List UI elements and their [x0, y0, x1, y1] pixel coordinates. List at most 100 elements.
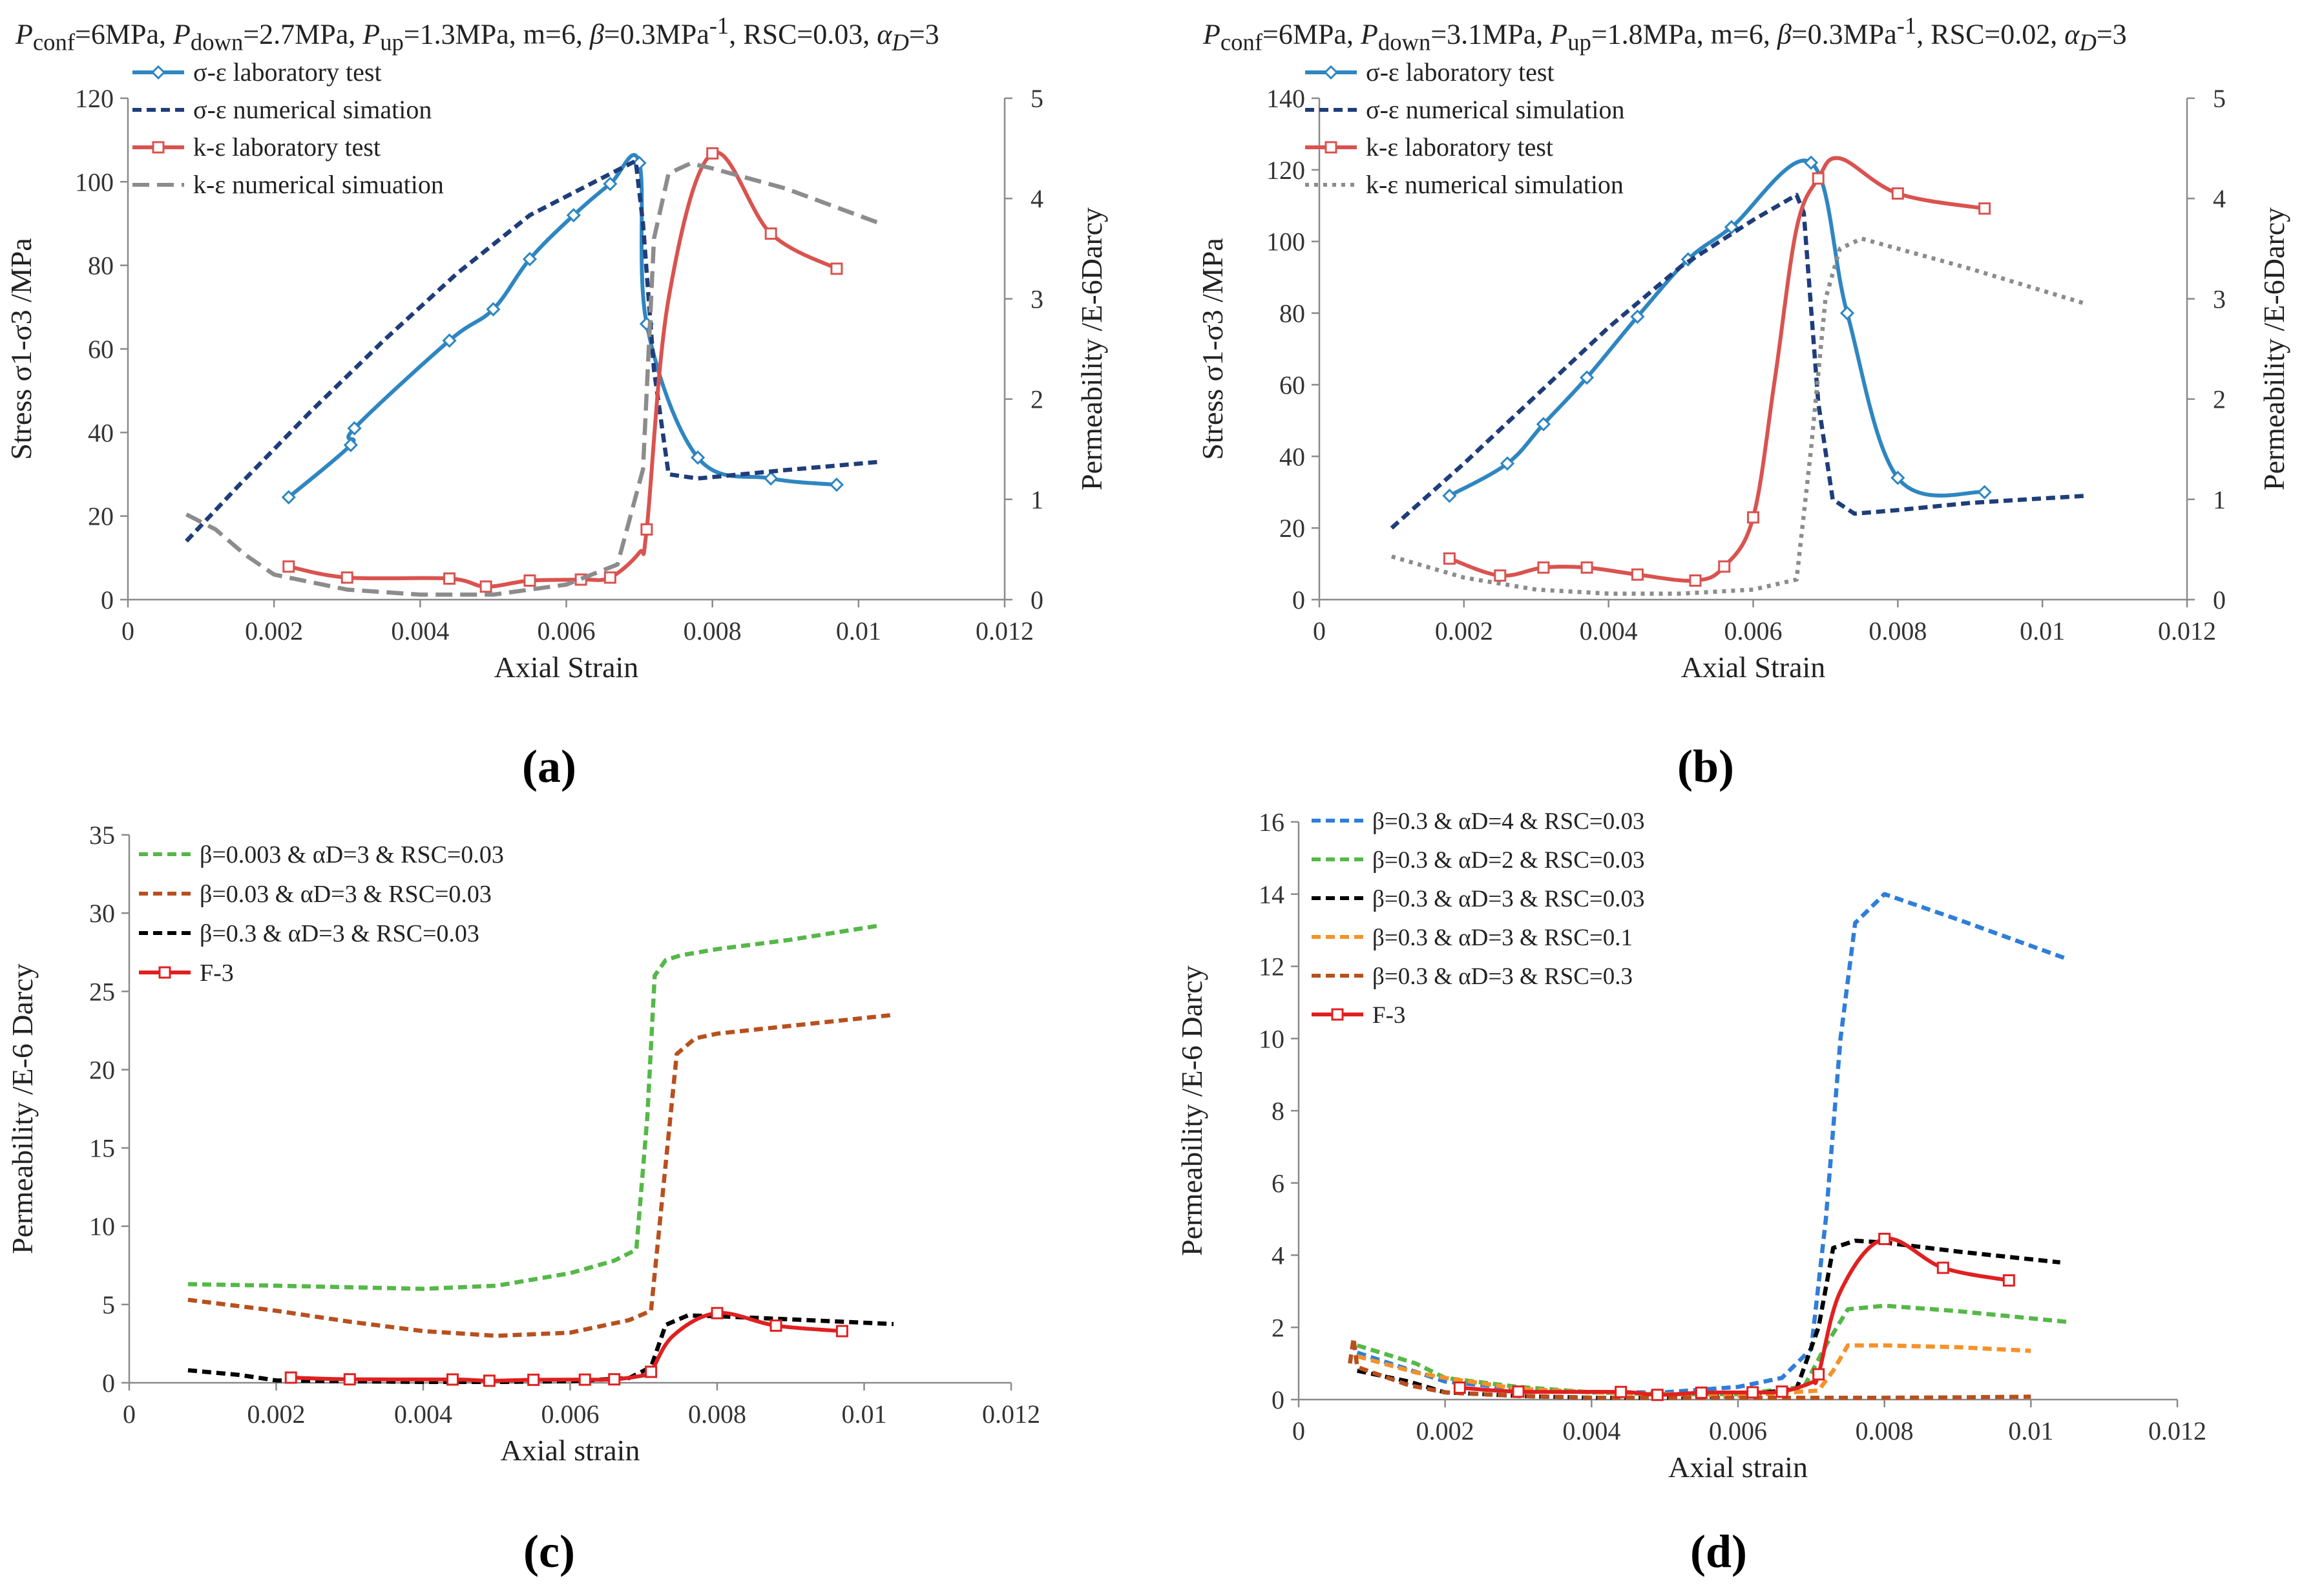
- y2-tick-label: 5: [2213, 84, 2226, 113]
- y-axis-title: Stress σ1-σ3 /MPa: [1196, 238, 1229, 460]
- y2-tick-label: 4: [2213, 184, 2226, 213]
- data-point-marker: [706, 147, 719, 160]
- y-tick-label: 30: [89, 899, 115, 928]
- x-tick-label: 0: [121, 616, 134, 646]
- legend-label-1: σ-ε numerical simation: [193, 95, 432, 124]
- data-point-marker: [527, 1373, 540, 1386]
- y-tick-label: 120: [75, 84, 114, 113]
- x-tick-label: 0: [1313, 616, 1326, 646]
- data-point-marker: [1839, 306, 1855, 320]
- data-point-marker: [483, 1374, 496, 1387]
- series-line-2: [1449, 156, 1985, 583]
- x-tick-label: 0.002: [245, 616, 303, 646]
- series-line-0: [1448, 158, 1985, 498]
- data-point-marker: [1580, 561, 1593, 574]
- data-point-marker: [1500, 456, 1515, 471]
- y-tick-label: 100: [75, 167, 114, 196]
- data-point-marker: [1878, 1232, 1891, 1245]
- data-point-marker: [764, 471, 779, 486]
- legend-label-2: β=0.3 & αD=3 & RSC=0.03: [1372, 886, 1645, 912]
- legend-label-2: k-ε laboratory test: [193, 132, 381, 162]
- y2-axis-title: Permeability /E-6Darcy: [2257, 207, 2290, 490]
- y-tick-label: 15: [89, 1134, 115, 1163]
- y2-tick-label: 2: [2213, 385, 2226, 414]
- legend-marker: [151, 65, 166, 80]
- y-tick-label: 40: [88, 418, 114, 447]
- data-point-marker: [1812, 1368, 1825, 1381]
- data-point-marker: [608, 1373, 621, 1386]
- legend-marker: [1323, 65, 1339, 80]
- caption-d: (d): [1690, 1526, 1747, 1577]
- legend-marker: [152, 141, 165, 154]
- series-line-3: [185, 161, 881, 597]
- data-point-marker: [347, 421, 362, 436]
- data-point-marker: [523, 574, 536, 587]
- chart-panel-d: 0 0.002 0.004 0.006 0.008 0.01 0.012 0 2 4 6 8 10 12 1…: [1176, 808, 2206, 1484]
- data-point-marker: [1775, 1385, 1788, 1398]
- data-point-marker: [1890, 470, 1905, 485]
- x-tick-label: 0.012: [982, 1400, 1040, 1429]
- y-tick-label: 20: [1279, 514, 1305, 543]
- data-point-marker: [566, 207, 581, 223]
- y2-tick-label: 2: [1031, 385, 1043, 414]
- data-point-marker: [1812, 172, 1825, 185]
- data-point-marker: [1631, 568, 1644, 581]
- y-axis-title: Permeability /E-6 Darcy: [1176, 965, 1208, 1256]
- x-tick-label: 0.006: [541, 1400, 600, 1429]
- series-line-1: [1390, 193, 2086, 530]
- legend-label-4: β=0.3 & αD=3 & RSC=0.3: [1372, 963, 1633, 990]
- data-point-marker: [281, 490, 296, 505]
- y2-axis-title: Permeability /E-6Darcy: [1075, 207, 1108, 490]
- y-tick-label: 4: [1272, 1241, 1284, 1270]
- data-point-marker: [830, 262, 843, 275]
- data-point-marker: [522, 251, 538, 267]
- y-tick-label: 16: [1259, 808, 1284, 837]
- legend-label-3: k-ε numerical simuation: [193, 170, 444, 199]
- x-tick-label: 0.012: [2148, 1416, 2206, 1445]
- legend-label-1: β=0.03 & αD=3 & RSC=0.03: [200, 881, 492, 908]
- series-line-3: [1391, 236, 2087, 596]
- y-tick-label: 0: [102, 1369, 115, 1398]
- data-point-marker: [835, 1325, 848, 1338]
- data-point-marker: [443, 572, 456, 585]
- y-tick-label: 10: [89, 1212, 115, 1241]
- x-tick-label: 0.01: [2020, 616, 2065, 646]
- y-tick-label: 0: [1272, 1385, 1284, 1414]
- y2-tick-label: 1: [1031, 485, 1043, 514]
- legend-label-0: β=0.003 & αD=3 & RSC=0.03: [200, 841, 504, 868]
- x-tick-label: 0.01: [836, 616, 881, 646]
- data-point-marker: [603, 176, 618, 191]
- x-tick-label: 0.004: [1562, 1416, 1620, 1445]
- legend-label-2: k-ε laboratory test: [1366, 132, 1553, 162]
- data-point-marker: [1695, 1386, 1708, 1399]
- y-tick-label: 80: [1279, 299, 1305, 328]
- legend-label-1: σ-ε numerical simulation: [1366, 95, 1625, 124]
- data-point-marker: [340, 571, 353, 584]
- caption-c: (c): [523, 1526, 575, 1577]
- y2-tick-label: 5: [1031, 84, 1043, 113]
- y2-tick-label: 1: [2213, 485, 2226, 514]
- series-line-5: [1460, 1236, 2009, 1397]
- data-point-marker: [1936, 1261, 1949, 1274]
- x-tick-label: 0.012: [976, 616, 1034, 646]
- data-point-marker: [603, 571, 616, 584]
- y2-tick-label: 0: [2213, 585, 2226, 614]
- chart-panel-b: 0 0.002 0.004 0.006 0.008 0.01 0.0120204060801…: [1196, 58, 2290, 684]
- x-tick-label: 0.012: [2158, 616, 2216, 646]
- data-point-marker: [1891, 187, 1904, 200]
- x-tick-label: 0.002: [1435, 616, 1493, 646]
- data-point-marker: [1651, 1389, 1664, 1402]
- data-point-marker: [1442, 488, 1457, 503]
- data-point-marker: [486, 302, 501, 317]
- data-point-marker: [690, 450, 706, 465]
- y-tick-label: 60: [1279, 370, 1305, 399]
- data-point-marker: [1615, 1385, 1628, 1398]
- x-tick-label: 0.002: [1416, 1416, 1474, 1445]
- x-tick-label: 0.01: [2008, 1416, 2053, 1445]
- data-point-marker: [829, 478, 844, 492]
- legend-marker: [1324, 141, 1337, 154]
- data-point-marker: [1978, 202, 1991, 215]
- data-point-marker: [1443, 552, 1456, 565]
- y-tick-label: 60: [88, 335, 114, 364]
- data-point-marker: [446, 1373, 459, 1386]
